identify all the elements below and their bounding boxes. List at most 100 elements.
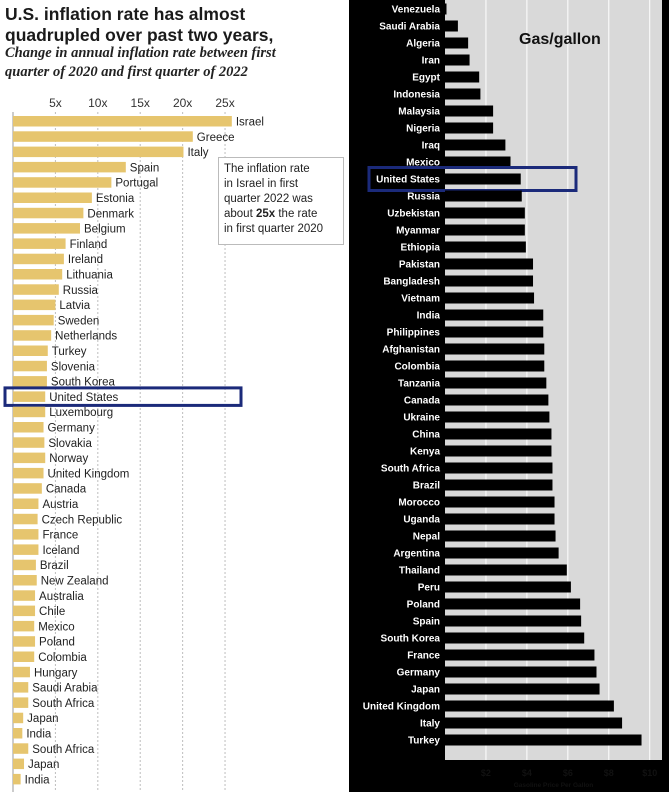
right-bar-label: Spain (413, 617, 440, 628)
left-bar-label: India (26, 729, 52, 741)
left-bar-turkey (13, 345, 48, 356)
right-bar-label: Morocco (398, 498, 440, 509)
right-bar-label: Vietnam (401, 294, 440, 305)
annotation-line4-suffix: the rate (275, 208, 318, 220)
left-bar-belgium (13, 223, 81, 234)
right-bar-label: Malaysia (398, 107, 440, 118)
left-bar-label: India (25, 774, 51, 786)
left-bar-india (13, 728, 23, 739)
right-bar-iran (445, 54, 470, 66)
right-bar-label: Japan (411, 685, 440, 696)
gas-price-bar-chart: $2 $4 $6 $8 $10 Gasoline Price Per Gallon Gas/… (363, 0, 662, 789)
right-bar-philippines (445, 326, 544, 338)
right-bar-label: Peru (418, 583, 440, 594)
left-chart-title-line2: quadrupled over past two years, (5, 25, 274, 45)
left-bar-label: United States (49, 392, 118, 404)
right-x-tick-label: $6 (563, 768, 573, 778)
right-bar-label: Poland (407, 600, 440, 611)
right-bar-label: Iran (422, 56, 440, 67)
annotation-line4-prefix: about (224, 208, 256, 220)
left-bar-label: Lithuania (66, 270, 113, 282)
left-bar-label: Finland (70, 239, 108, 251)
right-bar-morocco (445, 496, 555, 508)
right-bar-saudi-arabia (445, 20, 458, 32)
right-x-tick-label: $4 (522, 768, 532, 778)
left-chart-title-line1: U.S. inflation rate has almost (5, 4, 246, 24)
left-bar-chile (13, 605, 36, 617)
left-bar-portugal (13, 177, 112, 188)
left-bar-canada (13, 483, 42, 494)
left-bar-iceland (13, 544, 39, 555)
right-bar-spain (445, 615, 582, 627)
left-bar-label: South Africa (32, 698, 95, 710)
right-x-axis-label: Gasoline Price Per Gallon (514, 782, 594, 789)
left-bar-label: Turkey (52, 346, 87, 358)
left-bar-label: South Korea (51, 377, 116, 389)
right-x-tick-label: $10 (642, 768, 657, 778)
left-chart-subtitle-line1: Change in annual inflation rate between … (5, 45, 276, 61)
right-bar-pakistan (445, 258, 534, 270)
left-bar-france (13, 529, 39, 540)
left-bar-sweden (13, 314, 54, 326)
right-bar-uganda (445, 513, 555, 525)
annotation-line4: about 25x the rate (224, 207, 337, 222)
right-bar-myanmar (445, 224, 525, 236)
right-bar-label: China (412, 430, 440, 441)
right-chart-title: Gas/gallon (519, 31, 601, 48)
left-bar-label: Slovenia (51, 361, 96, 373)
right-bar-label: Kenya (410, 447, 440, 458)
right-bar-russia (445, 190, 522, 202)
left-x-tick-label: 15x (131, 96, 150, 110)
left-bar-japan (13, 758, 25, 770)
left-bar-israel (13, 116, 232, 127)
annotation-line1: The inflation rate (224, 163, 310, 175)
right-bar-tanzania (445, 377, 547, 389)
right-bar-label: Ukraine (403, 413, 440, 424)
right-bar-label: France (407, 651, 440, 662)
left-bar-luxembourg (13, 406, 46, 418)
left-bar-label: Iceland (42, 545, 79, 557)
left-bar-germany (13, 422, 44, 433)
right-bar-ethiopia (445, 241, 526, 253)
left-bar-india (13, 773, 21, 785)
right-bar-label: Afghanistan (382, 345, 440, 356)
right-bar-malaysia (445, 105, 494, 117)
left-bar-brazil (13, 559, 36, 571)
left-bar-label: South Africa (32, 744, 95, 756)
left-bar-label: Czech Republic (42, 514, 123, 526)
right-bar-label: Uzbekistan (387, 209, 440, 220)
left-bar-denmark (13, 207, 84, 219)
left-bar-label: Chile (39, 606, 65, 618)
left-bar-label: Japan (27, 713, 58, 725)
right-bar-brazil (445, 479, 553, 491)
right-bar-iraq (445, 139, 506, 151)
right-bar-label: Bangladesh (383, 277, 440, 288)
left-bar-south-africa (13, 743, 29, 754)
left-bar-label: Norway (49, 453, 88, 465)
right-bar-label: Italy (420, 719, 440, 730)
right-bar-poland (445, 598, 581, 610)
left-bar-label: Spain (130, 162, 159, 174)
left-bar-south-africa (13, 697, 29, 708)
left-bar-label: Slovakia (48, 438, 92, 450)
left-bar-hungary (13, 666, 30, 678)
right-bar-colombia (445, 360, 545, 372)
left-bar-slovenia (13, 360, 47, 372)
right-bar-label: Pakistan (399, 260, 440, 271)
annotation-line2: in Israel in first (224, 178, 299, 190)
right-bar-label: India (417, 311, 441, 322)
left-bar-spain (13, 161, 126, 173)
right-bar-peru (445, 581, 571, 593)
right-bar-india (445, 309, 544, 321)
left-bar-japan (13, 712, 24, 724)
right-bar-label: Russia (407, 192, 440, 203)
right-bar-label: Argentina (393, 549, 440, 560)
right-bar-italy (445, 717, 623, 729)
left-bar-colombia (13, 651, 35, 662)
left-bar-label: United Kingdom (48, 468, 130, 480)
right-bar-canada (445, 394, 549, 406)
left-bar-south-korea (13, 376, 47, 387)
left-bar-label: Sweden (58, 315, 100, 327)
right-bar-label: Uganda (403, 515, 440, 526)
